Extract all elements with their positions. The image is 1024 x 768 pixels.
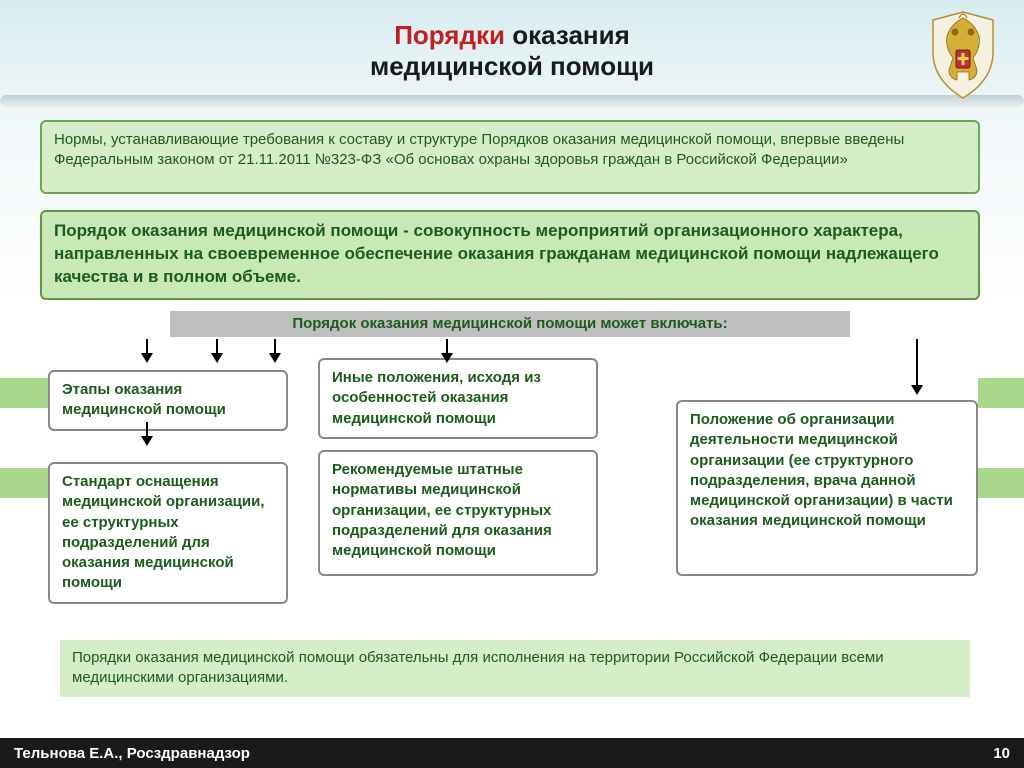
staffing-text: Рекомендуемые штатные нормативы медицинс… — [332, 461, 552, 559]
org-position-box: Положение об организации деятельности ме… — [676, 400, 978, 576]
stages-text: Этапы оказания медицинской помощи — [62, 381, 226, 418]
slide-title: Порядки оказания медицинской помощи — [0, 0, 1024, 82]
stages-box: Этапы оказания медицинской помощи — [48, 370, 288, 431]
arrow-down-icon — [440, 339, 454, 363]
mandatory-box: Порядки оказания медицинской помощи обяз… — [60, 640, 970, 697]
arrow-down-icon — [910, 339, 924, 395]
org-position-text: Положение об организации деятельности ме… — [690, 411, 953, 529]
staffing-box: Рекомендуемые штатные нормативы медицинс… — [318, 450, 598, 576]
footer-page: 10 — [993, 745, 1010, 762]
definition-box: Порядок оказания медицинской помощи - со… — [40, 210, 980, 300]
side-accent — [0, 378, 48, 408]
arrow-down-icon — [140, 339, 154, 363]
intro-box: Нормы, устанавливающие требования к сост… — [40, 120, 980, 194]
equipment-text: Стандарт оснащения медицинской организац… — [62, 473, 265, 591]
definition-text: Порядок оказания медицинской помощи - со… — [54, 221, 939, 286]
other-provisions-box: Иные положения, исходя из особенностей о… — [318, 358, 598, 439]
state-emblem-icon — [921, 8, 1006, 103]
side-accent — [978, 378, 1024, 408]
side-accent — [0, 468, 48, 498]
side-accent — [978, 468, 1024, 498]
mandatory-text: Порядки оказания медицинской помощи обяз… — [72, 649, 884, 686]
includes-header-text: Порядок оказания медицинской помощи може… — [292, 315, 727, 332]
title-word-red: Порядки — [394, 20, 505, 50]
includes-header-bar: Порядок оказания медицинской помощи може… — [170, 311, 850, 337]
intro-text: Нормы, устанавливающие требования к сост… — [54, 131, 904, 168]
arrow-down-icon — [268, 339, 282, 363]
title-word-black: оказания — [505, 20, 630, 50]
other-provisions-text: Иные положения, исходя из особенностей о… — [332, 369, 541, 427]
footer-bar: Тельнова Е.А., Росздравнадзор 10 — [0, 738, 1024, 768]
header-divider — [0, 95, 1024, 107]
footer-author: Тельнова Е.А., Росздравнадзор — [14, 745, 250, 762]
title-line2: медицинской помощи — [0, 51, 1024, 82]
arrow-down-icon — [140, 422, 154, 446]
arrow-down-icon — [210, 339, 224, 363]
equipment-box: Стандарт оснащения медицинской организац… — [48, 462, 288, 604]
